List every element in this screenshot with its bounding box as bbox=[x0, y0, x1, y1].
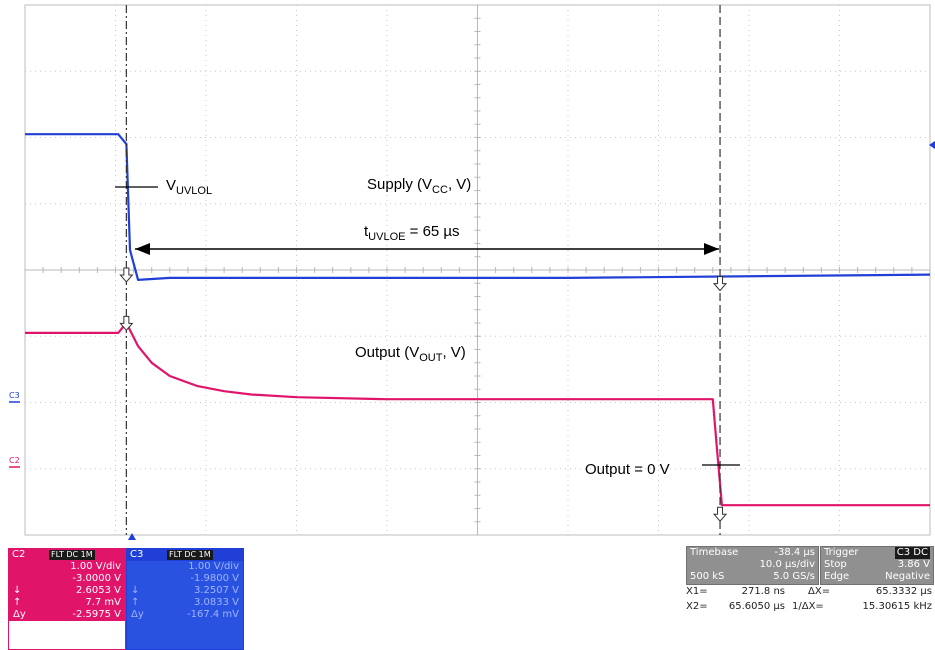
trace-c2 bbox=[25, 321, 930, 507]
output-label: Output (VOUT, V) bbox=[355, 344, 466, 364]
svg-text:Output = 0 V: Output = 0 V bbox=[585, 461, 670, 478]
channel-row: Δy -167.4 mV bbox=[127, 609, 243, 621]
channel-row-value: -2.5975 V bbox=[72, 609, 121, 620]
channel-row-value: 3.2507 V bbox=[193, 585, 239, 596]
channel-row-value: 1.00 V/div bbox=[70, 561, 121, 572]
cursor-x2-supply-arrow bbox=[712, 276, 728, 292]
cursor-x1-output-arrow bbox=[119, 315, 134, 332]
x1-value: 271.8 ns bbox=[741, 586, 785, 597]
timebase-per-div: 10.0 µs/div bbox=[759, 559, 815, 570]
supply-label: Supply (VCC, V) bbox=[367, 176, 471, 196]
tuvloe-arrow bbox=[135, 243, 719, 255]
trigger-panel[interactable]: Trigger C3 DC Stop 3.86 V Edge Negative bbox=[820, 546, 934, 585]
channel-row: ↓ 3.2507 V bbox=[127, 585, 243, 597]
timebase-sample-rate: 5.0 GS/s bbox=[773, 571, 815, 582]
channel-row-value: 1.00 V/div bbox=[188, 561, 239, 572]
channel-row-key: Δy bbox=[13, 609, 26, 620]
channel-2-coupling: FLT DC 1M bbox=[49, 550, 95, 560]
cursor-x1-supply-arrow bbox=[119, 267, 134, 283]
inverse-dx-value: 15.30615 kHz bbox=[862, 601, 932, 612]
channel-row: 1.00 V/div bbox=[127, 561, 243, 573]
channel-row-key: ↑ bbox=[131, 597, 140, 608]
x2-label: X2= bbox=[686, 601, 708, 612]
trace-c3 bbox=[25, 133, 931, 281]
channel-row-key: ↓ bbox=[131, 585, 140, 596]
graticule bbox=[24, 4, 931, 536]
svg-text:C2: C2 bbox=[9, 456, 20, 465]
trigger-level: 3.86 V bbox=[897, 559, 930, 570]
channel-row: ↓ 2.6053 V bbox=[9, 585, 125, 597]
channel-2-panel[interactable]: C2 FLT DC 1M 1.00 V/div -3.0000 V ↓ 2.6053 … bbox=[8, 548, 126, 650]
trigger-position-marker[interactable] bbox=[128, 533, 136, 540]
timebase-samples: 500 kS bbox=[690, 571, 725, 582]
inverse-dx-label: 1/ΔX= bbox=[792, 601, 824, 612]
dx-value: 65.3332 µs bbox=[875, 586, 932, 597]
channel-row: ↑ 7.7 mV bbox=[9, 597, 125, 609]
channel-row-value: 2.6053 V bbox=[75, 585, 121, 596]
trigger-mode: Stop bbox=[824, 559, 847, 570]
timebase-label: Timebase bbox=[690, 547, 739, 558]
trigger-level-marker[interactable] bbox=[929, 141, 935, 149]
channel-3-coupling: FLT DC 1M bbox=[167, 550, 213, 560]
cursor-x2-output-arrow bbox=[712, 506, 728, 522]
trigger-type: Edge bbox=[824, 571, 850, 582]
channel-3-panel[interactable]: C3 FLT DC 1M 1.00 V/div -1.9800 V ↓ 3.2507 … bbox=[126, 548, 244, 650]
svg-text:C3: C3 bbox=[9, 391, 20, 400]
channel-row: -1.9800 V bbox=[127, 573, 243, 585]
cursor-lines bbox=[125, 5, 721, 535]
tuvloe-label: tUVLOE = 65 µs bbox=[364, 223, 460, 243]
channel-row: ↑ 3.0833 V bbox=[127, 597, 243, 609]
channel-row-key: Δy bbox=[131, 609, 144, 620]
c3-marker[interactable]: C3 bbox=[9, 391, 20, 403]
cursor-readout: X1= 271.8 ns ΔX= 65.3332 µs X2= 65.6050 … bbox=[686, 586, 934, 616]
channel-row-key: ↑ bbox=[13, 597, 22, 608]
timebase-delay: -38.4 µs bbox=[774, 547, 815, 558]
x2-value: 65.6050 µs bbox=[728, 601, 785, 612]
dx-label: ΔX= bbox=[808, 586, 831, 597]
output-zero-annotation: Output = 0 V bbox=[585, 461, 740, 478]
vuvlol-annotation: VUVLOL bbox=[115, 177, 212, 197]
channel-3-label: C3 bbox=[130, 549, 144, 560]
channel-row: -3.0000 V bbox=[9, 573, 125, 585]
trigger-label: Trigger bbox=[824, 547, 859, 558]
channel-row-value: 3.0833 V bbox=[193, 597, 239, 608]
channel-row: 1.00 V/div bbox=[9, 561, 125, 573]
channel-2-label: C2 bbox=[12, 549, 26, 560]
c2-marker[interactable]: C2 bbox=[9, 456, 20, 468]
timebase-panel[interactable]: Timebase -38.4 µs 10.0 µs/div 500 kS 5.0 G… bbox=[686, 546, 819, 585]
channel-row-value: 7.7 mV bbox=[85, 597, 121, 608]
channel-row: Δy -2.5975 V bbox=[9, 609, 125, 621]
trigger-source-badge: C3 DC bbox=[894, 547, 930, 559]
channel-row-value: -3.0000 V bbox=[72, 573, 121, 584]
svg-text:VUVLOL: VUVLOL bbox=[166, 177, 212, 197]
oscilloscope-display: C3 C2 VUVLOL Supply (VCC, V) tUVLOE = 65… bbox=[9, 4, 935, 540]
channel-row-value: -1.9800 V bbox=[190, 573, 239, 584]
x1-label: X1= bbox=[686, 586, 708, 597]
trigger-slope: Negative bbox=[885, 571, 930, 582]
traces bbox=[25, 133, 931, 507]
channel-row-key: ↓ bbox=[13, 585, 22, 596]
channel-row-value: -167.4 mV bbox=[187, 609, 239, 620]
